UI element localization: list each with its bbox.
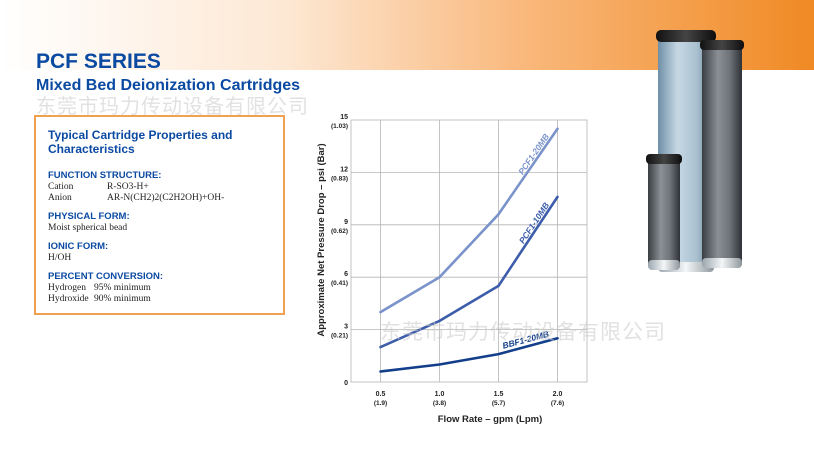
chart-ticks: 0 3 (0.21) 6 (0.41) 9 (0.62) 12 (0.83) 15 (1.03) 0.… — [331, 114, 564, 407]
pressure-drop-chart: 0 3 (0.21) 6 (0.41) 9 (0.62) 12 (0.83) 15 (1.03) 0.… — [316, 114, 588, 425]
y-tick-label: 6 — [344, 271, 348, 278]
anion-label: Anion — [48, 193, 72, 203]
hydroxide-label: Hydroxide — [48, 294, 89, 304]
cation-value: R-SO3-H+ — [107, 182, 149, 192]
hydrogen-label: Hydrogen — [48, 283, 86, 293]
series-line — [379, 195, 559, 349]
hydrogen-value: 95% minimum — [94, 283, 151, 293]
properties-title: Typical Cartridge Properties and Charact… — [48, 128, 233, 156]
y-tick-label: 12 — [340, 166, 348, 173]
series-label: PCF1-20MB — [516, 132, 551, 177]
ionic-form-heading: IONIC FORM: — [48, 241, 109, 252]
y-tick-label: 0 — [344, 380, 348, 387]
cation-label: Cation — [48, 182, 74, 192]
y-tick-sublabel: (0.41) — [331, 280, 348, 287]
y-tick-label: 9 — [344, 219, 348, 226]
series-line — [379, 337, 559, 373]
cartridges-image — [646, 30, 744, 272]
series-label: PCF1-10MB — [517, 201, 551, 246]
series-line — [379, 127, 559, 314]
y-tick-label: 3 — [344, 324, 348, 331]
watermark-top: 东莞市玛力传动设备有限公司 — [36, 94, 309, 118]
anion-value: AR-N(CH2)2(C2H2OH)+OH- — [107, 193, 225, 203]
x-tick-sublabel: (3.8) — [433, 400, 446, 407]
properties-box: Typical Cartridge Properties and Charact… — [34, 115, 285, 315]
ionic-form-value: H/OH — [48, 253, 72, 263]
physical-form-value: Moist spherical bead — [48, 223, 128, 233]
watermark-chart: 东莞市玛力传动设备有限公司 — [380, 320, 666, 344]
hydroxide-row: Hydroxide 90% minimum — [48, 294, 151, 304]
y-tick-sublabel: (0.21) — [331, 333, 348, 340]
x-tick-sublabel: (7.6) — [551, 400, 564, 407]
y-axis-label: Approximate Net Pressure Drop – psi (Bar… — [316, 143, 327, 336]
x-tick-label: 2.0 — [553, 391, 563, 398]
function-structure-heading: FUNCTION STRUCTURE: — [48, 170, 162, 181]
physical-form-heading: PHYSICAL FORM: — [48, 211, 130, 222]
x-tick-sublabel: (1.9) — [374, 400, 387, 407]
x-tick-label: 1.5 — [494, 391, 504, 398]
cation-row: Cation R-SO3-H+ — [48, 182, 149, 192]
y-tick-sublabel: (0.62) — [331, 228, 348, 235]
chart-grid — [350, 119, 588, 383]
page-title: PCF SERIES — [36, 50, 161, 73]
x-axis-label: Flow Rate – gpm (Lpm) — [438, 414, 543, 425]
y-tick-label: 15 — [340, 114, 348, 121]
x-tick-label: 1.0 — [435, 391, 445, 398]
y-tick-sublabel: (1.03) — [331, 123, 348, 130]
anion-row: Anion AR-N(CH2)2(C2H2OH)+OH- — [48, 193, 224, 203]
plot-frame — [350, 119, 588, 383]
x-tick-sublabel: (5.7) — [492, 400, 505, 407]
y-tick-sublabel: (0.83) — [331, 175, 348, 182]
percent-conversion-heading: PERCENT CONVERSION: — [48, 271, 164, 282]
hydroxide-value: 90% minimum — [94, 294, 151, 304]
hydrogen-row: Hydrogen 95% minimum — [48, 283, 151, 293]
x-tick-label: 0.5 — [376, 391, 386, 398]
page-subtitle: Mixed Bed Deionization Cartridges — [36, 77, 301, 94]
